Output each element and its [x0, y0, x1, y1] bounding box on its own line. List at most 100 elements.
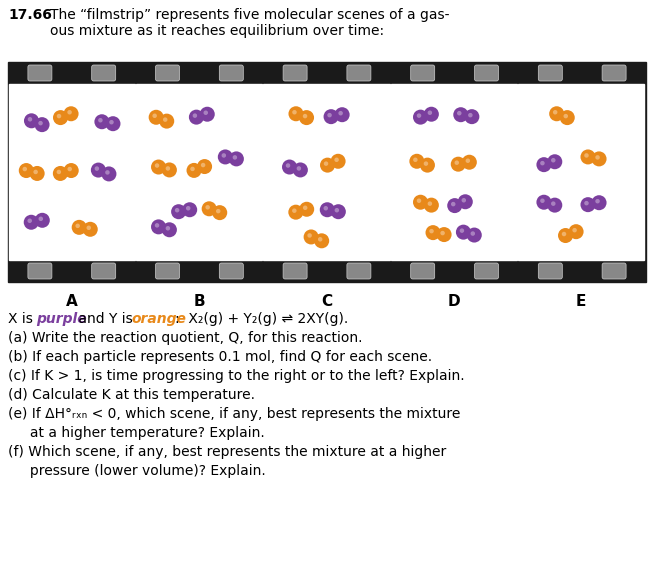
Circle shape: [182, 202, 197, 217]
Circle shape: [540, 161, 545, 165]
Circle shape: [335, 107, 350, 122]
Circle shape: [447, 198, 462, 213]
Circle shape: [424, 107, 439, 122]
Circle shape: [151, 160, 166, 174]
Text: A: A: [66, 294, 78, 309]
Bar: [390, 84, 517, 260]
Circle shape: [320, 158, 335, 173]
Circle shape: [155, 223, 159, 228]
Text: (a) Write the reaction quotient, Q, for this reaction.: (a) Write the reaction quotient, Q, for …: [8, 331, 362, 345]
Text: (c) If K > 1, is time progressing to the right or to the left? Explain.: (c) If K > 1, is time progressing to the…: [8, 369, 464, 383]
FancyBboxPatch shape: [411, 65, 435, 81]
Circle shape: [94, 166, 99, 171]
Circle shape: [53, 110, 68, 125]
Circle shape: [64, 163, 79, 178]
Circle shape: [424, 197, 439, 212]
Circle shape: [166, 166, 170, 170]
Text: B: B: [193, 294, 205, 309]
Circle shape: [94, 114, 109, 129]
Bar: [263, 84, 390, 260]
Text: (f) Which scene, if any, best represents the mixture at a higher: (f) Which scene, if any, best represents…: [8, 445, 446, 459]
Text: (b) If each particle represents 0.1 mol, find Q for each scene.: (b) If each particle represents 0.1 mol,…: [8, 350, 432, 364]
Circle shape: [328, 113, 332, 118]
FancyBboxPatch shape: [92, 65, 116, 81]
Circle shape: [162, 222, 177, 237]
Circle shape: [580, 149, 595, 164]
Circle shape: [153, 114, 157, 118]
Circle shape: [229, 152, 244, 166]
Circle shape: [536, 195, 552, 210]
Circle shape: [186, 206, 191, 211]
Circle shape: [560, 110, 574, 125]
Circle shape: [540, 199, 545, 203]
Circle shape: [563, 114, 568, 118]
Text: D: D: [447, 294, 460, 309]
Circle shape: [584, 153, 589, 158]
Circle shape: [580, 197, 595, 212]
Circle shape: [536, 157, 552, 172]
Circle shape: [551, 158, 555, 162]
Circle shape: [548, 154, 562, 169]
Circle shape: [53, 166, 68, 181]
Circle shape: [171, 204, 186, 219]
FancyBboxPatch shape: [347, 65, 371, 81]
Circle shape: [409, 154, 424, 169]
Text: orange: orange: [131, 312, 186, 326]
FancyBboxPatch shape: [474, 263, 498, 279]
Circle shape: [569, 224, 584, 239]
Circle shape: [22, 167, 27, 171]
Circle shape: [35, 213, 50, 228]
Circle shape: [75, 224, 80, 228]
Circle shape: [413, 110, 428, 125]
Circle shape: [335, 208, 339, 212]
Circle shape: [595, 199, 600, 203]
Circle shape: [558, 228, 573, 243]
Circle shape: [24, 113, 39, 129]
Circle shape: [467, 227, 482, 243]
Circle shape: [417, 114, 421, 118]
Text: X is: X is: [8, 312, 37, 326]
FancyBboxPatch shape: [28, 263, 52, 279]
Circle shape: [429, 229, 434, 234]
Circle shape: [303, 205, 307, 210]
Circle shape: [109, 120, 114, 125]
FancyBboxPatch shape: [28, 65, 52, 81]
Circle shape: [83, 222, 98, 237]
Circle shape: [456, 224, 471, 239]
Circle shape: [303, 114, 307, 118]
FancyBboxPatch shape: [219, 263, 243, 279]
Circle shape: [38, 121, 43, 125]
Circle shape: [307, 233, 312, 238]
Circle shape: [426, 225, 441, 240]
Text: E: E: [576, 294, 586, 309]
Circle shape: [304, 230, 318, 245]
Bar: [518, 84, 644, 260]
Circle shape: [193, 114, 197, 118]
Circle shape: [200, 107, 215, 122]
Circle shape: [334, 157, 339, 162]
FancyBboxPatch shape: [474, 65, 498, 81]
Circle shape: [216, 209, 221, 214]
Text: (d) Calculate K at this temperature.: (d) Calculate K at this temperature.: [8, 388, 255, 402]
Circle shape: [71, 220, 86, 235]
Circle shape: [428, 201, 432, 206]
Circle shape: [551, 201, 555, 206]
Circle shape: [417, 199, 421, 203]
Circle shape: [162, 162, 177, 177]
Circle shape: [292, 110, 297, 114]
Circle shape: [413, 195, 428, 210]
Circle shape: [233, 155, 237, 160]
Bar: [8, 62, 646, 282]
Circle shape: [548, 197, 562, 212]
Circle shape: [288, 106, 303, 121]
Circle shape: [595, 155, 600, 160]
Circle shape: [221, 153, 226, 158]
Circle shape: [468, 113, 473, 118]
Circle shape: [19, 163, 34, 178]
Circle shape: [458, 194, 473, 210]
Circle shape: [155, 163, 159, 168]
Circle shape: [591, 152, 607, 166]
FancyBboxPatch shape: [219, 65, 243, 81]
Circle shape: [297, 166, 301, 170]
Circle shape: [67, 167, 72, 171]
